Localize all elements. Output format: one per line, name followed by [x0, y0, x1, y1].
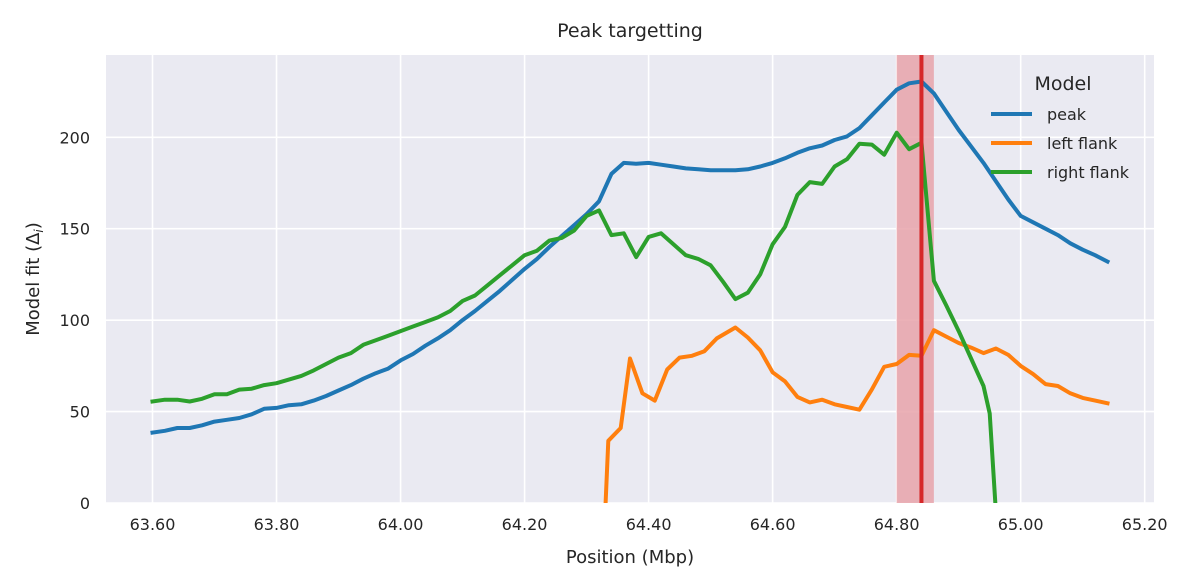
- legend-label: left flank: [1047, 134, 1118, 153]
- y-tick-label: 200: [59, 128, 90, 147]
- x-tick-label: 64.80: [874, 515, 920, 534]
- legend: Model peak left flank right flank: [991, 73, 1130, 182]
- series-lines: [150, 79, 1111, 503]
- y-axis-label-subscript: i: [32, 229, 46, 233]
- x-tick-label: 65.20: [1122, 515, 1168, 534]
- y-tick-label: 0: [80, 494, 90, 513]
- series-line-left-flank: [603, 325, 1110, 503]
- y-axis-label: Model fit (Δi): [23, 222, 46, 336]
- x-tick-label: 64.00: [378, 515, 424, 534]
- series-line-peak: [150, 79, 1111, 435]
- x-tick-label: 64.20: [502, 515, 548, 534]
- legend-label: right flank: [1047, 163, 1130, 182]
- legend-items: peak left flank right flank: [991, 105, 1130, 182]
- y-axis-label-main: Model fit (Δ: [23, 232, 44, 336]
- chart-title: Peak targetting: [557, 20, 703, 42]
- x-axis-label: Position (Mbp): [566, 547, 694, 568]
- y-tick-label: 100: [59, 311, 90, 330]
- highlight-layer: [896, 55, 934, 503]
- x-tick-label: 64.60: [750, 515, 796, 534]
- series-line-right-flank: [150, 130, 998, 503]
- x-tick-labels: 63.60 63.80 64.00 64.20 64.40 64.60 64.80 65.00…: [130, 515, 1168, 534]
- y-tick-labels: 0 50 100 150 200: [59, 128, 90, 513]
- x-tick-label: 64.40: [626, 515, 672, 534]
- y-tick-label: 50: [70, 403, 90, 422]
- grid: [106, 55, 1154, 504]
- x-tick-label: 63.60: [130, 515, 176, 534]
- y-axis-label-close: ): [23, 222, 44, 229]
- x-tick-label: 65.00: [998, 515, 1044, 534]
- legend-label: peak: [1047, 105, 1087, 124]
- highlight-band: [896, 55, 934, 503]
- y-tick-label: 150: [59, 220, 90, 239]
- plot-area: [106, 55, 1154, 503]
- x-tick-label: 63.80: [254, 515, 300, 534]
- legend-title: Model: [1034, 73, 1091, 95]
